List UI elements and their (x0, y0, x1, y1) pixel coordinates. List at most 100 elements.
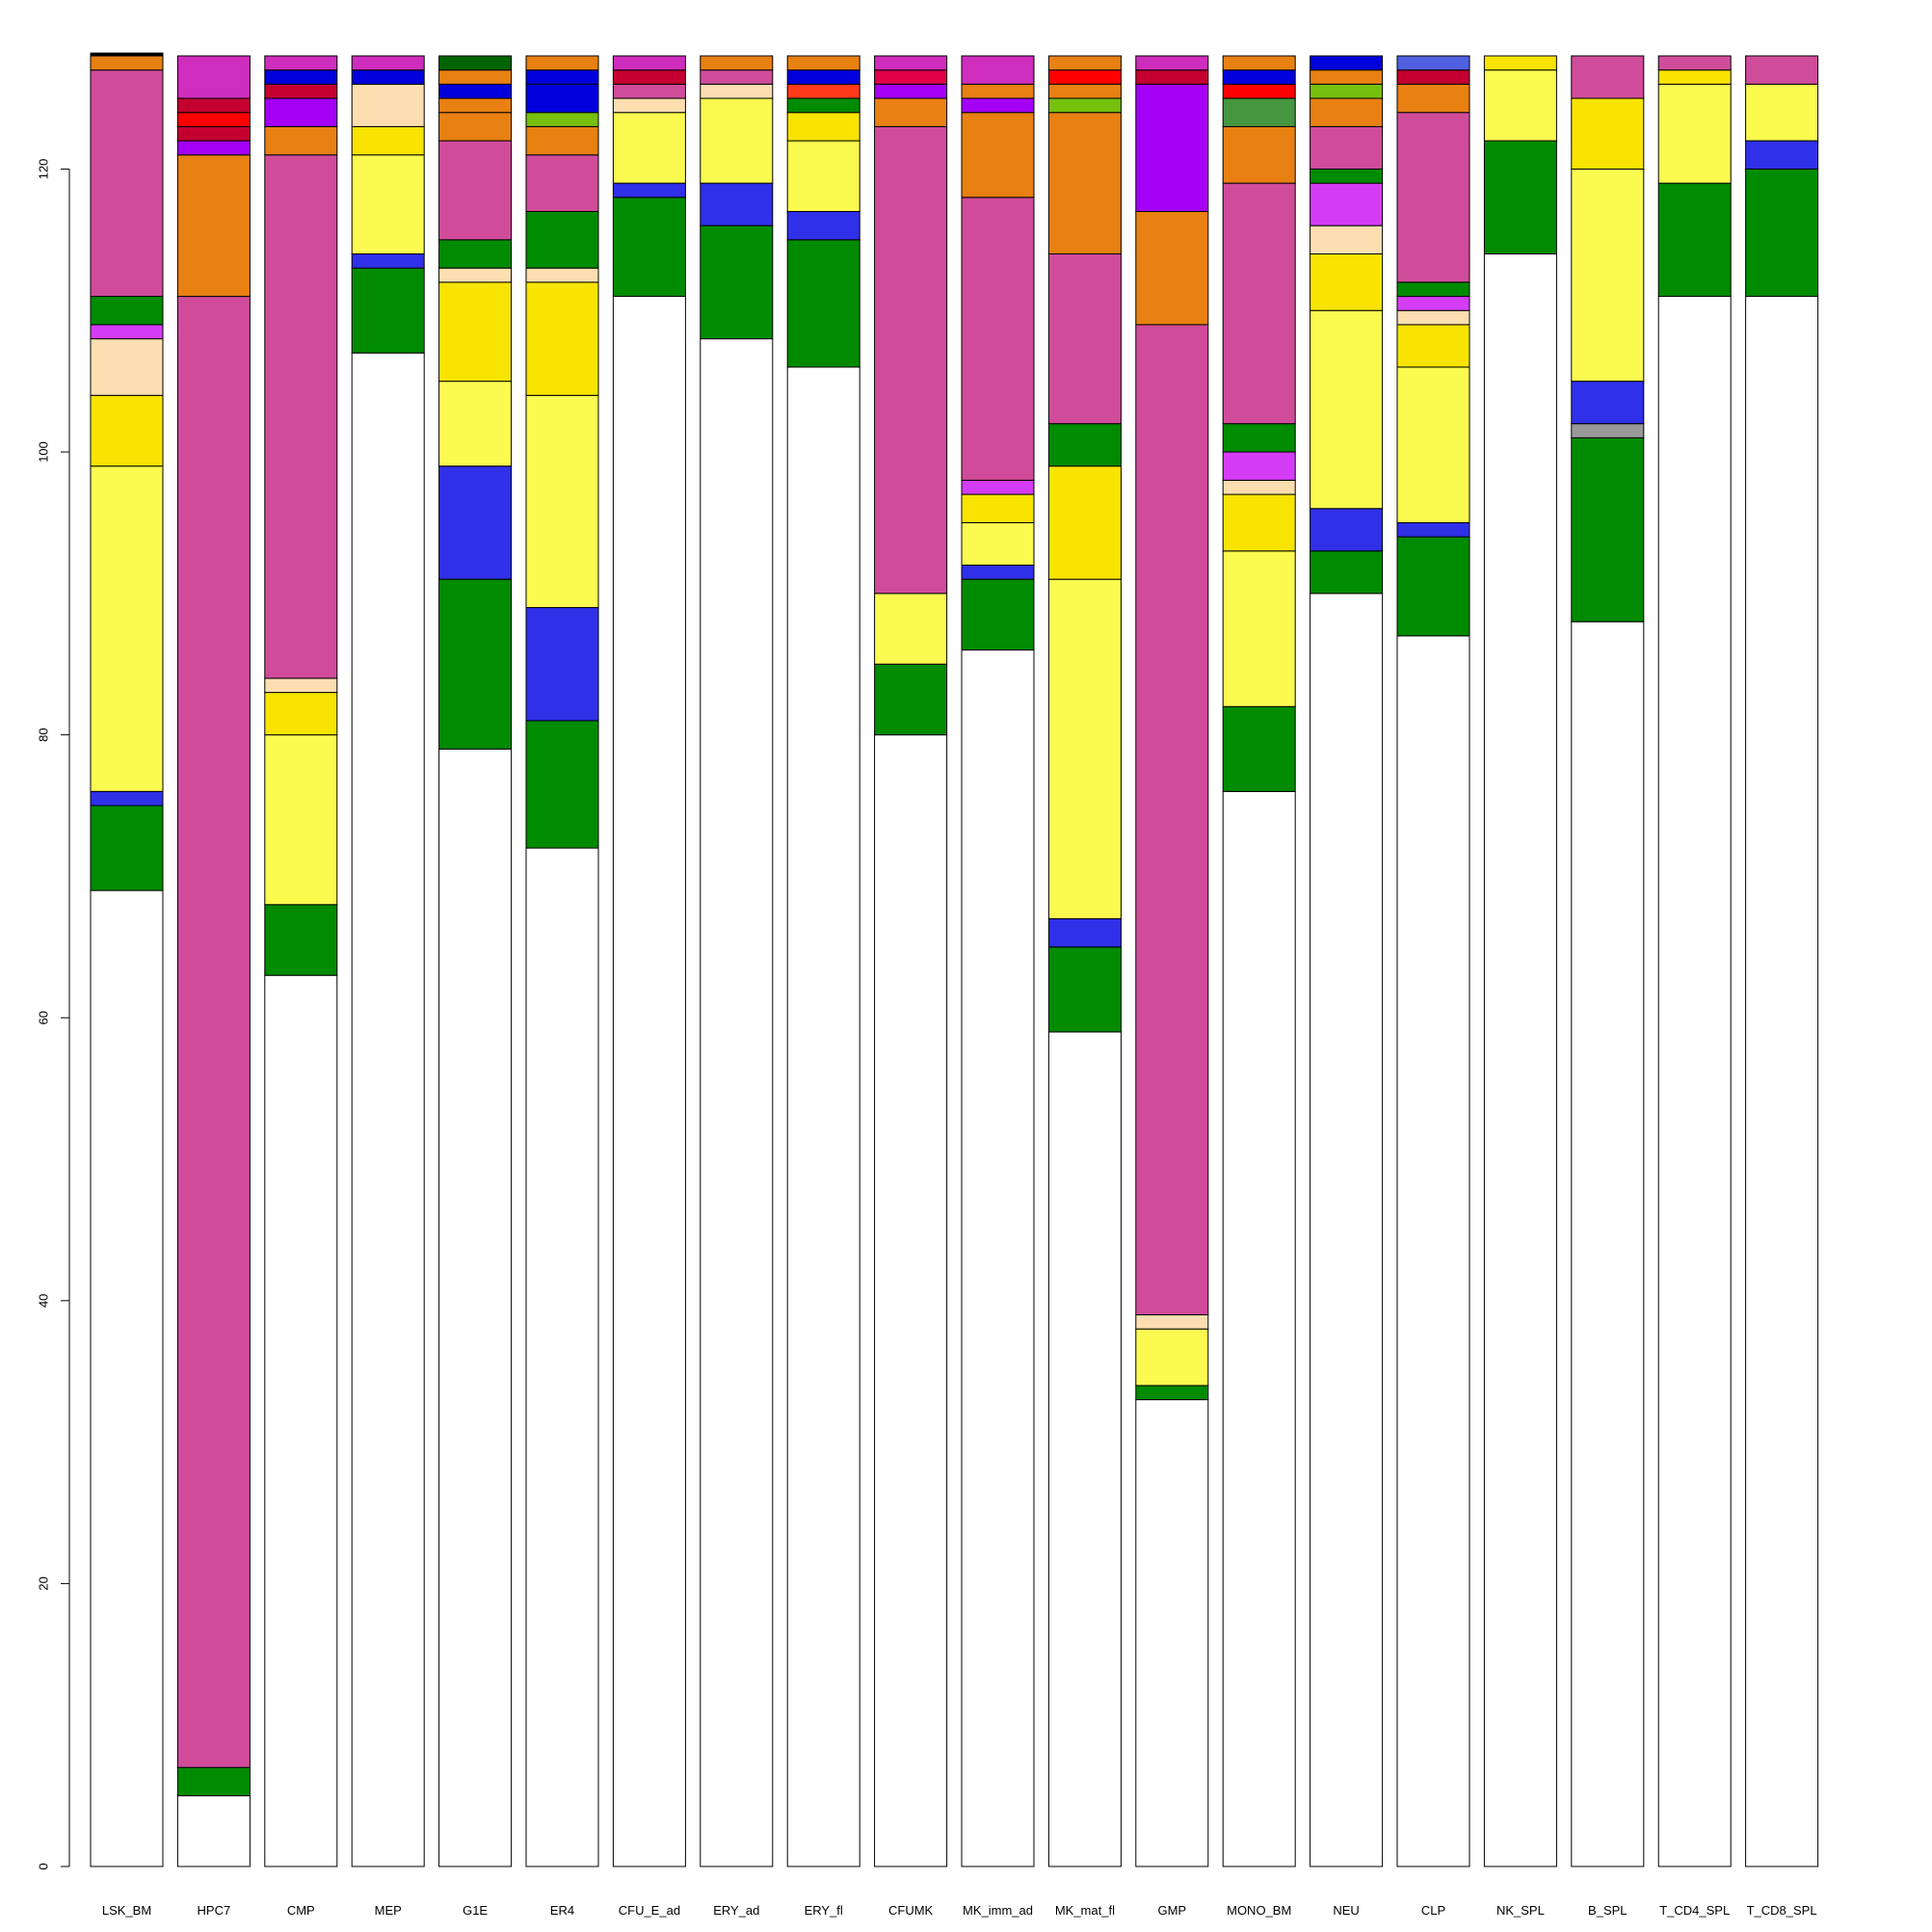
bar-segment (1571, 97, 1645, 170)
bar-segment (1047, 112, 1122, 255)
bar-segment (961, 521, 1035, 566)
bars-group (90, 52, 1819, 1867)
bar-segment (612, 296, 686, 1867)
bar-segment (1745, 83, 1819, 142)
bar-segment (1571, 437, 1645, 622)
bar-segment (264, 69, 338, 85)
x-tick-label: B_SPL (1588, 1903, 1627, 1918)
bar-segment (90, 394, 164, 467)
bar-segment (1571, 168, 1645, 383)
bar-segment (874, 734, 948, 1867)
bar-stack-mk-mat-fl (1047, 55, 1122, 1867)
bar-segment (1657, 69, 1732, 85)
bar-segment (351, 55, 425, 71)
bar-segment (264, 974, 338, 1867)
x-tick-label: G1E (463, 1903, 488, 1918)
bar-segment (176, 1795, 251, 1867)
bar-segment (438, 83, 513, 99)
bar-segment (961, 479, 1035, 495)
bar-stack-nk-spl (1483, 55, 1557, 1867)
bar-stack-cfumk (874, 55, 948, 1867)
x-tick-label: MK_mat_fl (1055, 1903, 1115, 1918)
bar-segment (525, 125, 599, 156)
bar-segment (1222, 550, 1296, 707)
bar-stack-clp (1396, 55, 1470, 1867)
bar-segment (1135, 324, 1209, 1315)
bar-stack-mep (351, 55, 425, 1867)
bar-segment (1483, 69, 1557, 142)
bar-segment (1483, 253, 1557, 1867)
bar-segment (351, 83, 425, 127)
bar-stack-hpc7 (176, 55, 251, 1867)
bar-segment (612, 182, 686, 198)
x-tick-label: NEU (1333, 1903, 1359, 1918)
bar-segment (438, 239, 513, 269)
y-tick-label: 100 (36, 441, 50, 463)
x-tick-label: CMP (287, 1903, 315, 1918)
bar-segment (1310, 508, 1384, 552)
bar-segment (1310, 593, 1384, 1867)
bar-segment (874, 55, 948, 71)
bar-segment (1745, 55, 1819, 85)
bar-segment (90, 805, 164, 891)
bar-segment (90, 55, 164, 71)
bar-segment (1657, 55, 1732, 71)
y-axis: 0 20 40 60 80 100 120 (36, 159, 70, 1870)
bar-segment (1222, 55, 1296, 71)
bar-stack-t-cd8-spl (1745, 55, 1819, 1867)
x-tick-label: ERY_fl (805, 1903, 843, 1918)
bar-segment (1047, 423, 1122, 467)
bar-segment (700, 83, 774, 99)
bar-segment (961, 55, 1035, 85)
bar-segment (1571, 381, 1645, 425)
bar-segment (1396, 521, 1470, 538)
bar-segment (1047, 55, 1122, 71)
bar-segment (438, 465, 513, 580)
bar-segment (786, 112, 860, 142)
bar-segment (438, 748, 513, 1867)
bar-segment (1396, 69, 1470, 85)
bar-segment (612, 83, 686, 99)
bar-segment (264, 904, 338, 976)
bar-segment (1657, 296, 1732, 1867)
bar-segment (786, 69, 860, 85)
bar-segment (264, 677, 338, 694)
y-tick-label: 40 (36, 1294, 50, 1308)
bar-segment (700, 55, 774, 71)
bar-stack-gmp (1135, 55, 1209, 1867)
bar-segment (961, 97, 1035, 114)
bar-segment (1047, 69, 1122, 85)
bar-segment (1222, 83, 1296, 99)
bar-segment (1135, 210, 1209, 326)
x-tick-label: CFUMK (888, 1903, 934, 1918)
bar-segment (351, 267, 425, 354)
bar-segment (612, 97, 686, 114)
bar-segment (1483, 140, 1557, 255)
y-tick-label: 60 (36, 1011, 50, 1024)
bar-segment (612, 69, 686, 85)
x-tick-label: GMP (1157, 1903, 1186, 1918)
bar-segment (1310, 182, 1384, 226)
bar-segment (176, 112, 251, 127)
bar-segment (90, 790, 164, 807)
bar-segment (525, 83, 599, 114)
bar-segment (1222, 97, 1296, 127)
bar-segment (90, 69, 164, 298)
bar-segment (874, 97, 948, 127)
bar-stack-mk-imm-ad (961, 55, 1035, 1867)
bar-segment (90, 465, 164, 792)
bar-segment (1222, 493, 1296, 552)
bar-stack-ery-fl (786, 55, 860, 1867)
bar-segment (874, 663, 948, 736)
bar-segment (1396, 281, 1470, 298)
bar-segment (1047, 465, 1122, 580)
bar-segment (961, 197, 1035, 481)
bar-segment (1745, 168, 1819, 298)
bar-segment (264, 154, 338, 679)
bar-segment (1396, 324, 1470, 368)
bar-segment (1222, 182, 1296, 425)
bar-segment (351, 125, 425, 156)
bar-segment (525, 154, 599, 212)
bar-segment (961, 564, 1035, 580)
